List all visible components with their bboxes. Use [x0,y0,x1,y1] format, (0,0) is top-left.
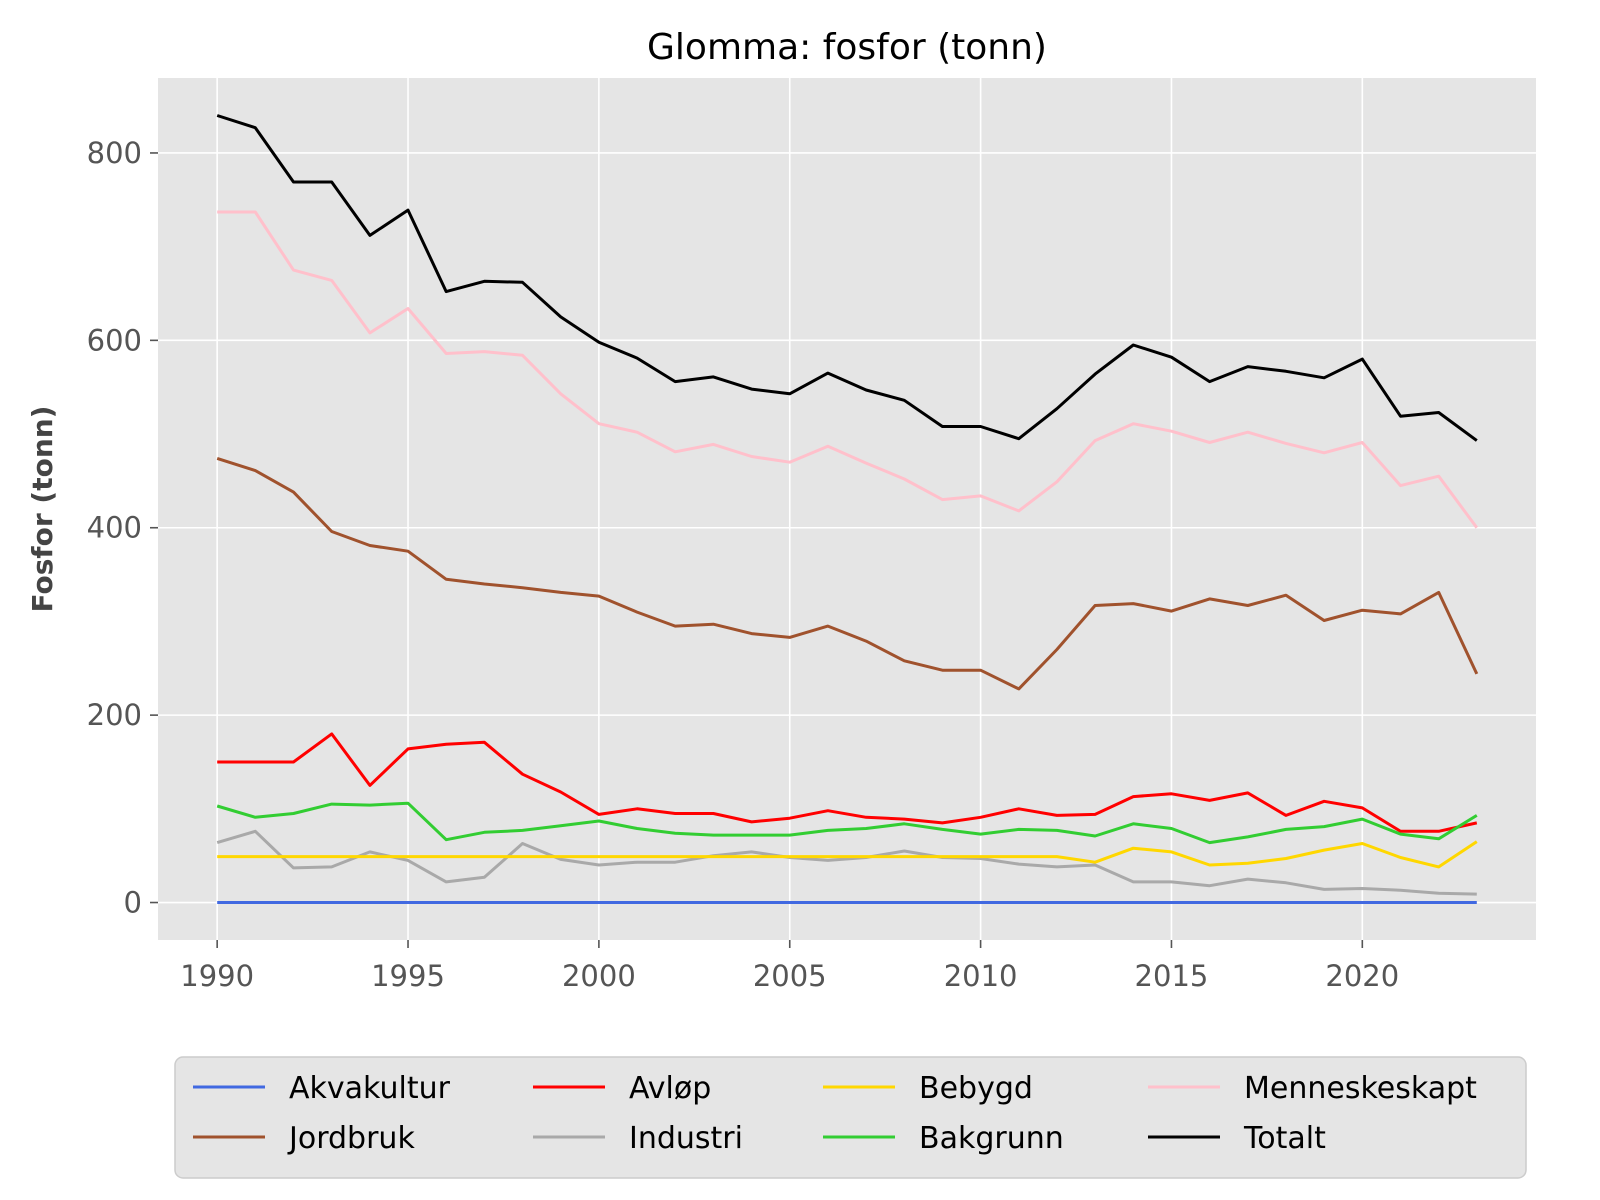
series-line-avløp [217,732,1478,833]
y-tick-label: 200 [87,698,142,732]
legend-label: Industri [629,1121,743,1156]
chart-title: Glomma: fosfor (tonn) [647,27,1047,68]
y-tick-label: 0 [124,886,142,920]
legend-label: Menneskeskapt [1244,1071,1477,1106]
series-line-menneskeskapt [217,210,1479,529]
y-axis-ticks: 0 200 400 600 800 [87,136,158,920]
legend-label: Akvakultur [289,1071,451,1106]
legend-label: Totalt [1243,1121,1326,1156]
series-lines [216,114,1479,904]
series-line-bebygd [217,840,1478,869]
x-tick-label: 1990 [180,959,254,993]
plot-area [158,78,1536,940]
y-axis-label: Fosfor (tonn) [26,406,59,613]
x-tick-label: 2005 [753,959,827,993]
y-tick-label: 800 [87,136,142,170]
x-tick-label: 2020 [1325,959,1399,993]
x-tick-label: 1995 [371,959,445,993]
y-tick-label: 600 [87,323,142,357]
legend-label: Avløp [629,1071,711,1106]
x-tick-label: 2015 [1135,959,1209,993]
y-tick-label: 400 [87,511,142,545]
series-line-bakgrunn [216,801,1478,845]
x-tick-label: 2010 [944,959,1018,993]
series-line-industri [216,829,1477,896]
x-tick-label: 2000 [562,959,636,993]
legend: Akvakultur Avløp Bebygd Menneskeskapt Jordbr… [174,1056,1527,1179]
series-line-totalt [216,114,1478,442]
legend-label: Bakgrunn [919,1121,1064,1156]
series-line-jordbruk [216,456,1479,691]
legend-label: Bebygd [919,1071,1033,1106]
x-axis-ticks: 1990 1995 2000 2005 2010 2015 2020 [180,940,1399,993]
legend-label: Jordbruk [287,1121,415,1156]
